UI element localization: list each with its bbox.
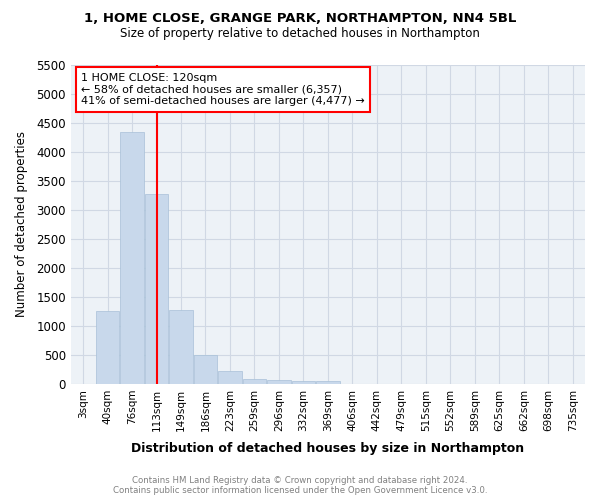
Bar	[145, 194, 168, 384]
Bar	[268, 380, 290, 384]
Text: Contains HM Land Registry data © Crown copyright and database right 2024.
Contai: Contains HM Land Registry data © Crown c…	[113, 476, 487, 495]
Y-axis label: Number of detached properties: Number of detached properties	[15, 132, 28, 318]
Bar	[121, 132, 143, 384]
Bar	[316, 381, 340, 384]
Bar	[292, 381, 315, 384]
Text: Size of property relative to detached houses in Northampton: Size of property relative to detached ho…	[120, 28, 480, 40]
X-axis label: Distribution of detached houses by size in Northampton: Distribution of detached houses by size …	[131, 442, 524, 455]
Bar	[218, 371, 242, 384]
Bar	[243, 378, 266, 384]
Bar	[96, 312, 119, 384]
Text: 1 HOME CLOSE: 120sqm
← 58% of detached houses are smaller (6,357)
41% of semi-de: 1 HOME CLOSE: 120sqm ← 58% of detached h…	[81, 73, 365, 106]
Bar	[194, 356, 217, 384]
Bar	[169, 310, 193, 384]
Text: 1, HOME CLOSE, GRANGE PARK, NORTHAMPTON, NN4 5BL: 1, HOME CLOSE, GRANGE PARK, NORTHAMPTON,…	[84, 12, 516, 26]
